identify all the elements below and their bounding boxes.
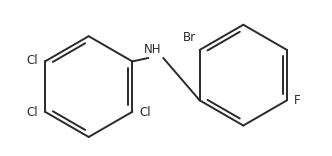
Text: Br: Br xyxy=(183,31,196,44)
Text: F: F xyxy=(294,94,300,107)
Text: Cl: Cl xyxy=(27,54,38,67)
Text: Cl: Cl xyxy=(139,106,151,119)
Text: Cl: Cl xyxy=(27,106,38,119)
Text: NH: NH xyxy=(144,43,162,56)
